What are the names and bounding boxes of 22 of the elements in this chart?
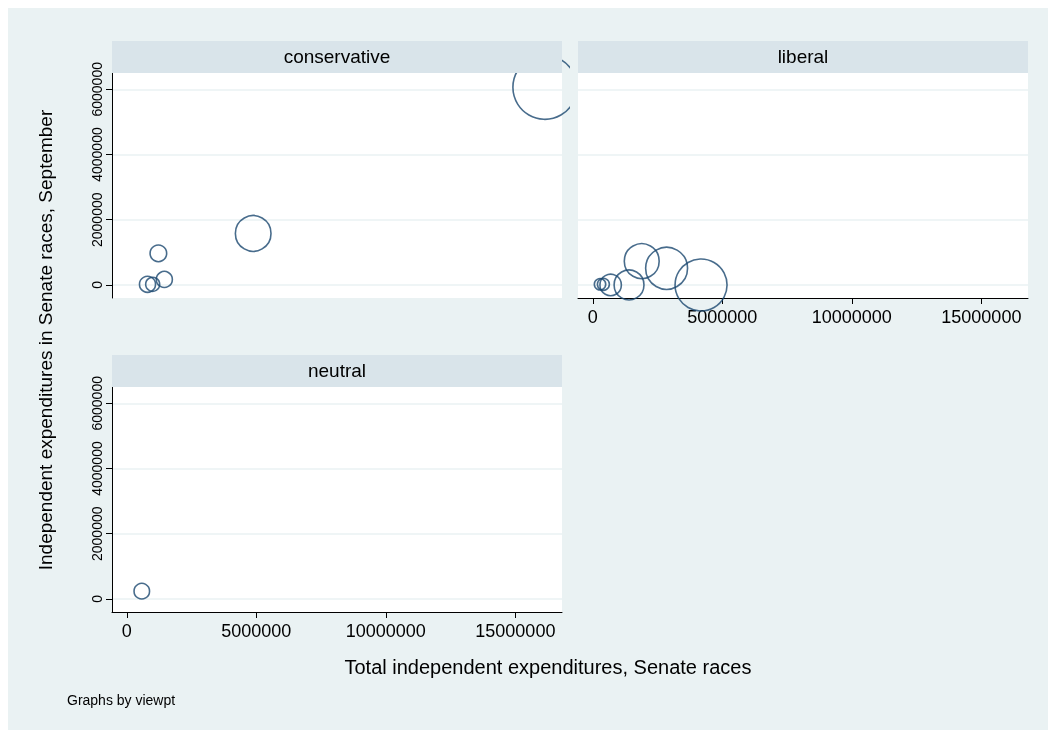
y-tick-label: 0	[89, 280, 105, 289]
x-tick-label: 0	[587, 307, 598, 327]
chart-title: neutral	[112, 355, 562, 387]
text: Graphs by viewpt	[67, 692, 176, 708]
x-tick-label: 15000000	[941, 307, 1022, 327]
y-tick-label: 2000000	[89, 192, 105, 247]
y-tick-label: 6000000	[89, 61, 105, 117]
y-tick-label: 0	[89, 594, 105, 603]
x-tick-label: 5000000	[687, 307, 758, 327]
x-tick-label: 10000000	[345, 621, 426, 641]
x-tick-label: 15000000	[475, 621, 556, 641]
x-axis-title: Total independent expenditures, Senate races	[344, 656, 752, 679]
x-tick-label: 10000000	[811, 307, 892, 327]
y-tick-label: 6000000	[89, 375, 105, 431]
y-tick-label: 4000000	[89, 441, 105, 496]
y-tick-label: 4000000	[89, 127, 105, 182]
chart-title: conservative	[112, 41, 562, 73]
y-axis-title: Independent expenditures in Senate races, September	[34, 109, 57, 571]
x-tick-label: 0	[121, 621, 132, 641]
chart-title: liberal	[578, 41, 1028, 73]
y-tick-label: 2000000	[89, 506, 105, 561]
x-tick-label: 5000000	[221, 621, 292, 641]
